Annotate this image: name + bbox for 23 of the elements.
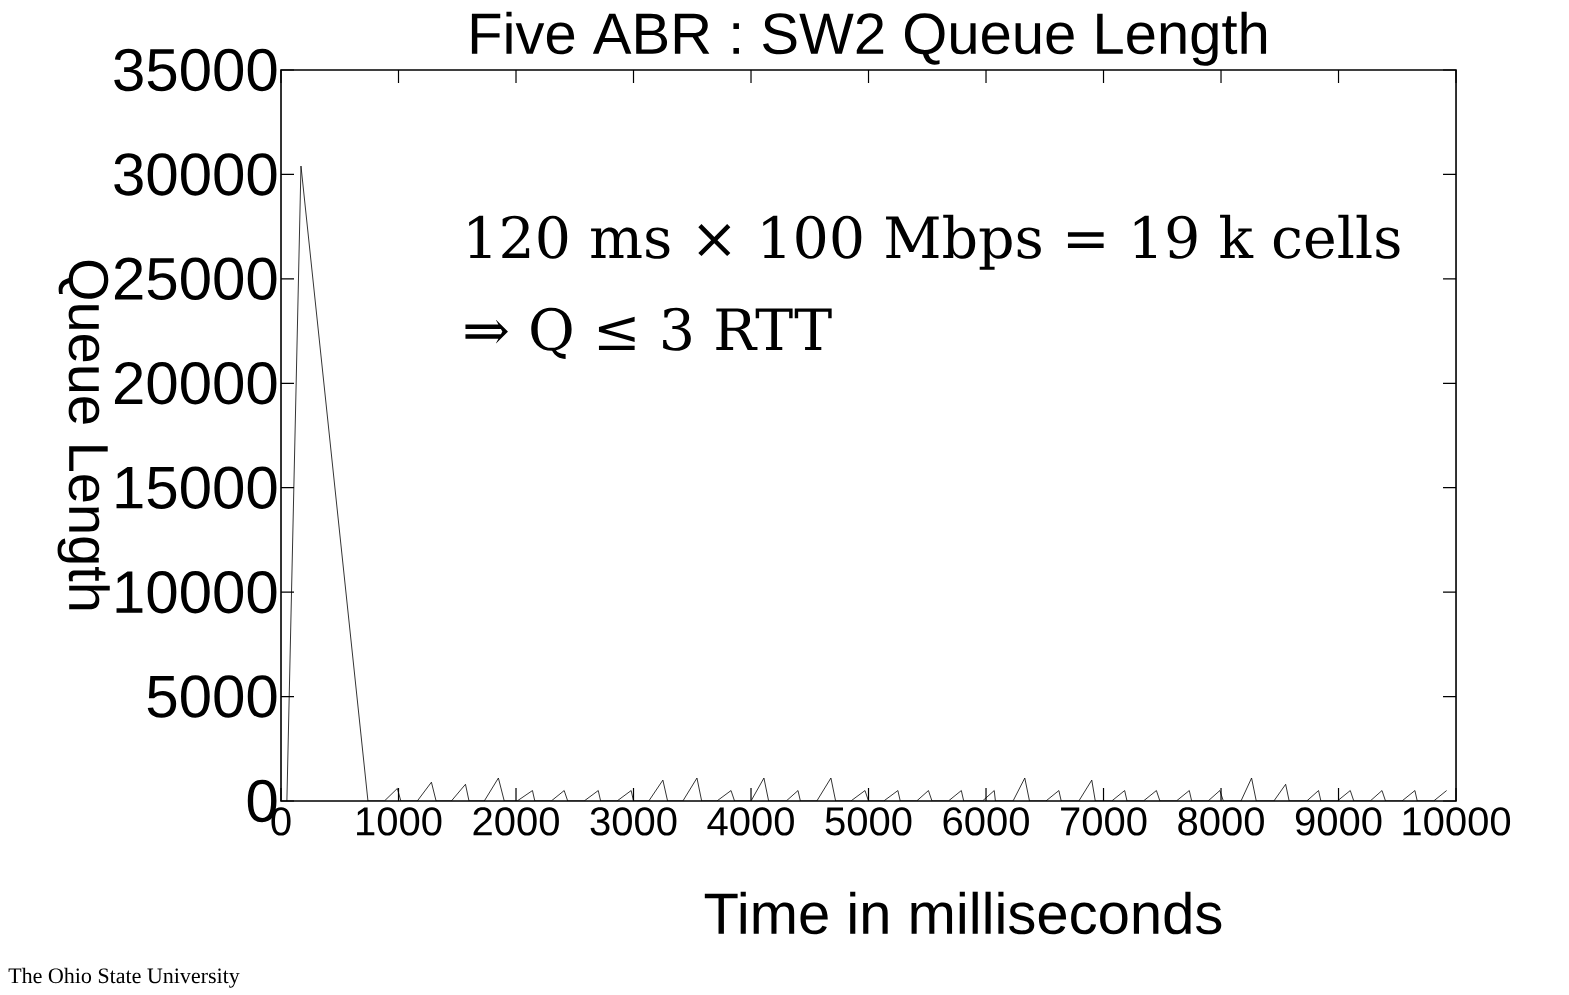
- x-tick-label: 6000: [943, 807, 1029, 836]
- x-tick-label: 1000: [357, 807, 442, 836]
- x-tick-label: 9000: [1295, 807, 1382, 836]
- y-tick-label: 20000: [114, 362, 277, 405]
- y-tick-label: 10000: [116, 570, 277, 614]
- x-tick-label: 8000: [1178, 807, 1264, 836]
- annotation: 120 ms × 100 Mbps = 19 k cells: [469, 214, 1400, 270]
- x-tick-label: 7000: [1061, 807, 1147, 836]
- text: The Ohio State University: [8, 967, 240, 988]
- x-tick-label: 10000: [1403, 807, 1511, 836]
- x-tick-label: 4000: [707, 807, 794, 836]
- y-tick-label: 5000: [147, 675, 277, 718]
- x-tick-label: 3000: [590, 807, 677, 836]
- y-tick-label: 35000: [114, 48, 277, 92]
- y-axis-title: Queue Length: [57, 260, 110, 610]
- y-tick-label: 15000: [116, 466, 277, 509]
- y-tick-label: 30000: [114, 153, 277, 196]
- y-tick-label: 25000: [114, 257, 277, 301]
- x-tick-label: 2000: [473, 807, 559, 836]
- x-axis-title: Time in milliseconds: [704, 891, 1222, 935]
- x-tick-label: 5000: [825, 807, 912, 836]
- chart-title: Five ABR : SW2 Queue Length: [471, 11, 1267, 66]
- annotation: ⇒ Q ≤ 3 RTT: [465, 307, 832, 360]
